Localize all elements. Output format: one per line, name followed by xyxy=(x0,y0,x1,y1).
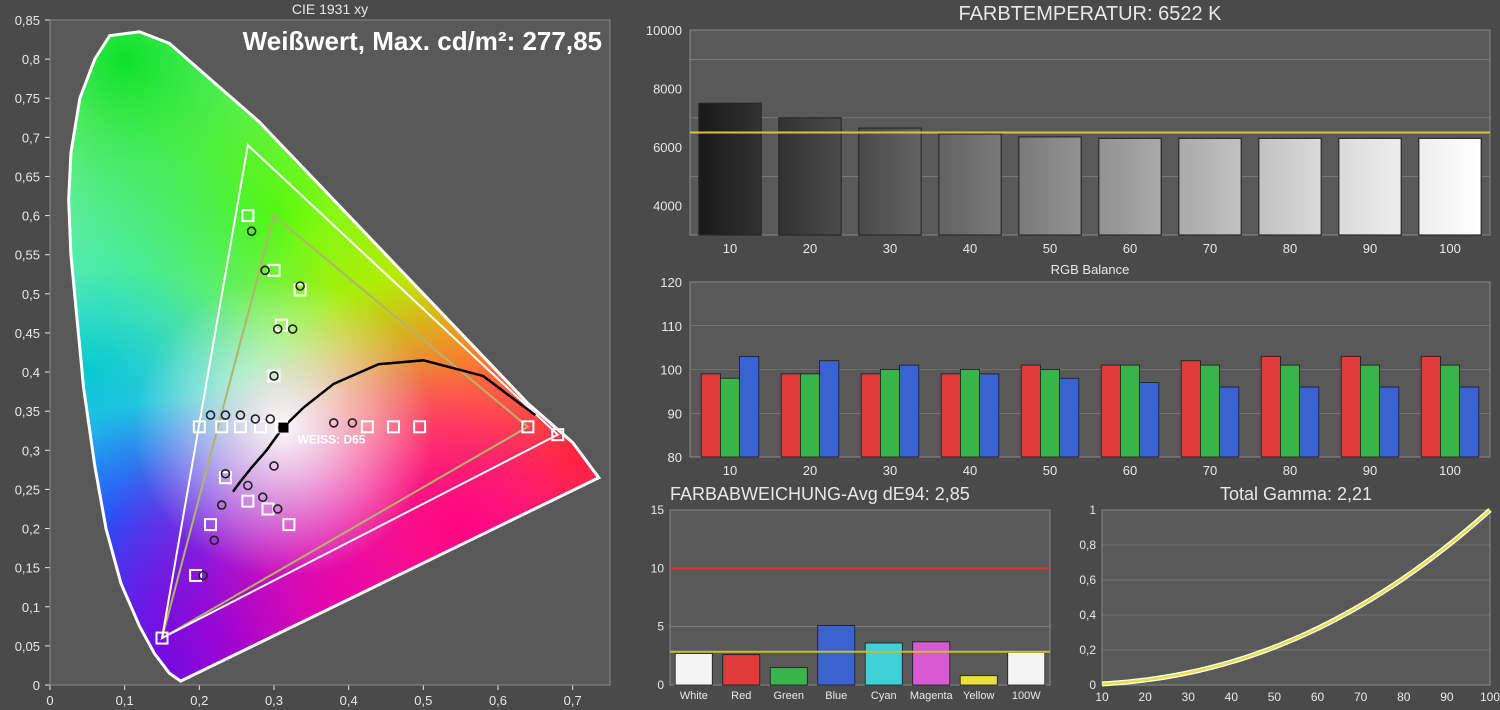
svg-text:0,4: 0,4 xyxy=(1079,608,1096,622)
svg-text:0,3: 0,3 xyxy=(265,693,283,708)
svg-text:10000: 10000 xyxy=(646,23,682,38)
svg-text:10: 10 xyxy=(651,561,665,575)
svg-text:90: 90 xyxy=(1440,690,1454,704)
svg-text:100: 100 xyxy=(660,363,682,378)
rgb-balance-title: RGB Balance xyxy=(1051,262,1130,277)
svg-text:0,85: 0,85 xyxy=(15,13,40,28)
svg-text:0,25: 0,25 xyxy=(15,482,40,497)
svg-text:0,1: 0,1 xyxy=(22,600,40,615)
cie-title: CIE 1931 xy xyxy=(292,1,368,17)
svg-text:0,4: 0,4 xyxy=(22,365,40,380)
svg-text:70: 70 xyxy=(1203,241,1217,256)
cie-headline: Weißwert, Max. cd/m²: 277,85 xyxy=(243,26,602,56)
svg-text:30: 30 xyxy=(1182,690,1196,704)
svg-text:120: 120 xyxy=(660,275,682,290)
svg-text:0,2: 0,2 xyxy=(190,693,208,708)
svg-text:8000: 8000 xyxy=(653,82,682,97)
svg-text:40: 40 xyxy=(963,463,977,478)
svg-text:50: 50 xyxy=(1043,241,1057,256)
svg-text:80: 80 xyxy=(668,450,682,465)
svg-text:0,55: 0,55 xyxy=(15,248,40,263)
deltae-title: FARBABWEICHUNG-Avg dE94: 2,85 xyxy=(670,484,970,504)
svg-text:70: 70 xyxy=(1354,690,1368,704)
svg-text:4000: 4000 xyxy=(653,199,682,214)
svg-text:110: 110 xyxy=(661,319,682,334)
svg-text:0,05: 0,05 xyxy=(15,639,40,654)
calibration-dashboard: 00,050,10,150,20,250,30,350,40,450,50,55… xyxy=(0,0,1500,710)
svg-text:60: 60 xyxy=(1123,463,1137,478)
svg-text:40: 40 xyxy=(963,241,977,256)
svg-text:10: 10 xyxy=(723,241,737,256)
svg-text:Green: Green xyxy=(773,690,804,702)
svg-text:0,6: 0,6 xyxy=(489,693,507,708)
svg-text:0,65: 0,65 xyxy=(15,169,40,184)
svg-text:5: 5 xyxy=(657,620,664,634)
svg-text:90: 90 xyxy=(668,406,682,421)
farbtemp-title: FARBTEMPERATUR: 6522 K xyxy=(958,3,1222,25)
deltae-chart: 0 5 10 15 White Red Green Blue Cyan Magenta Yellow… xyxy=(630,482,1060,710)
svg-text:0: 0 xyxy=(46,693,53,708)
svg-text:15: 15 xyxy=(651,503,665,517)
svg-text:0,35: 0,35 xyxy=(15,404,40,419)
svg-text:0,4: 0,4 xyxy=(340,693,358,708)
svg-text:30: 30 xyxy=(883,241,897,256)
svg-text:50: 50 xyxy=(1268,690,1282,704)
svg-text:0,15: 0,15 xyxy=(15,561,40,576)
svg-text:10: 10 xyxy=(723,463,737,478)
svg-text:20: 20 xyxy=(1138,690,1152,704)
svg-text:90: 90 xyxy=(1363,241,1377,256)
gamma-title: Total Gamma: 2,21 xyxy=(1220,484,1372,504)
svg-text:20: 20 xyxy=(803,463,817,478)
svg-text:80: 80 xyxy=(1283,463,1297,478)
svg-text:100: 100 xyxy=(1439,463,1461,478)
svg-text:0,1: 0,1 xyxy=(116,693,134,708)
svg-text:Yellow: Yellow xyxy=(963,690,994,702)
svg-text:6000: 6000 xyxy=(653,140,682,155)
svg-text:60: 60 xyxy=(1123,241,1137,256)
svg-text:0: 0 xyxy=(657,678,664,692)
svg-text:100: 100 xyxy=(1480,690,1500,704)
svg-text:60: 60 xyxy=(1311,690,1325,704)
gamma-chart: 00,20,40,60,81102030405060708090100Total… xyxy=(1062,482,1500,710)
svg-text:0,7: 0,7 xyxy=(22,130,40,145)
svg-text:90: 90 xyxy=(1363,463,1377,478)
svg-text:0,6: 0,6 xyxy=(22,209,40,224)
color-temperature-chart: 4000 6000 8000 10000 10 20 30 40 50 60 70 80 90 100 FA… xyxy=(630,0,1500,260)
svg-text:10: 10 xyxy=(1095,690,1109,704)
svg-text:Magenta: Magenta xyxy=(910,690,954,702)
svg-text:Cyan: Cyan xyxy=(871,690,897,702)
svg-text:1: 1 xyxy=(1089,503,1096,517)
svg-text:Blue: Blue xyxy=(825,690,847,702)
svg-text:0,5: 0,5 xyxy=(414,693,432,708)
rgb-balance-chart: 80 90 100 110 120 10 20 30 40 50 60 70 80 90 100 RGB Ba… xyxy=(630,262,1500,480)
svg-text:0,6: 0,6 xyxy=(1079,573,1096,587)
svg-text:80: 80 xyxy=(1283,241,1297,256)
svg-text:100W: 100W xyxy=(1012,690,1041,702)
whitepoint-label: WEISS: D65 xyxy=(297,433,365,447)
svg-text:100: 100 xyxy=(1439,241,1461,256)
svg-text:40: 40 xyxy=(1225,690,1239,704)
svg-text:80: 80 xyxy=(1397,690,1411,704)
svg-text:Red: Red xyxy=(731,690,751,702)
svg-text:20: 20 xyxy=(803,241,817,256)
svg-text:0,8: 0,8 xyxy=(22,52,40,67)
svg-text:0,45: 0,45 xyxy=(15,326,40,341)
svg-text:0,3: 0,3 xyxy=(22,443,40,458)
svg-text:0,7: 0,7 xyxy=(564,693,582,708)
svg-text:0,2: 0,2 xyxy=(1079,643,1096,657)
svg-text:0,8: 0,8 xyxy=(1079,538,1096,552)
svg-text:0,2: 0,2 xyxy=(22,522,40,537)
svg-text:0,75: 0,75 xyxy=(15,91,40,106)
svg-text:70: 70 xyxy=(1203,463,1217,478)
svg-text:30: 30 xyxy=(883,463,897,478)
cie-1931-chart: 0 0,05 0,1 0,15 0,2 0,25 0,3 0,35 0,4 0,45 0,5 0,55… xyxy=(0,0,625,710)
svg-text:0: 0 xyxy=(33,678,40,693)
svg-text:0,5: 0,5 xyxy=(22,287,40,302)
svg-text:50: 50 xyxy=(1043,463,1057,478)
svg-text:White: White xyxy=(680,690,708,702)
